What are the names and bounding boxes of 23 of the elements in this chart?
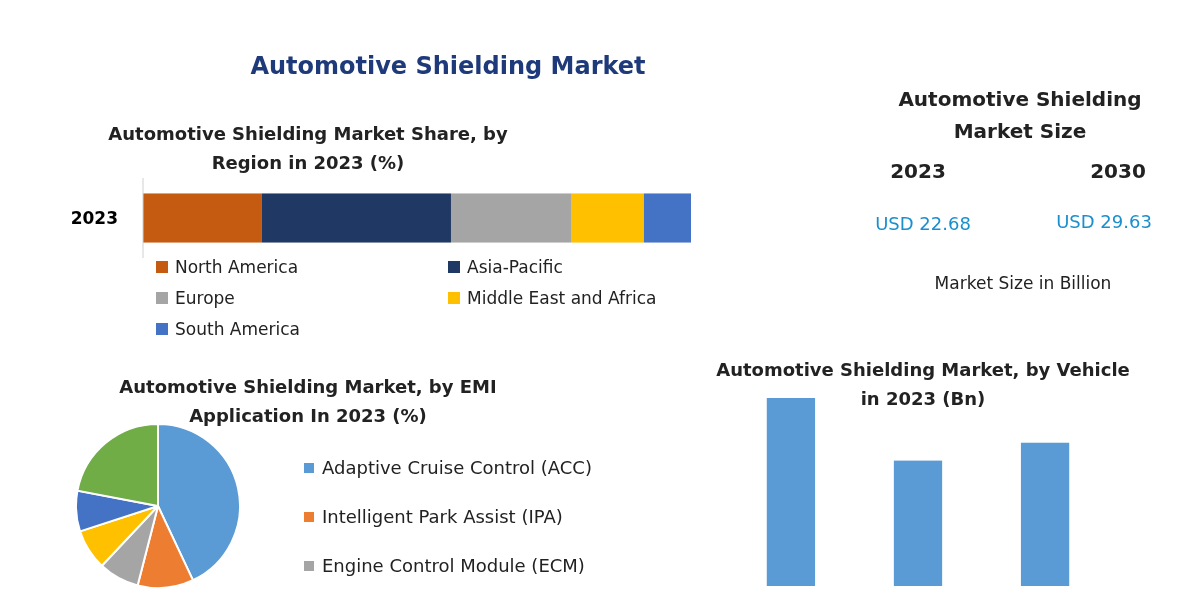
chart-title: Automotive Shielding Market Share, by Region in 2023 (%) (108, 123, 508, 173)
legend-label: Adaptive Cruise Control (ACC) (322, 457, 592, 478)
bar (643, 193, 691, 243)
chart-title: Automotive Shielding Market, by EMI Application In 2023 (%) (119, 376, 497, 426)
legend-label: Intelligent Park Assist (IPA) (322, 506, 563, 527)
legend-label: Europe (175, 288, 235, 308)
bar (450, 193, 571, 243)
chart-subtitle: Automotive Shielding Market (250, 52, 646, 80)
text: USD 29.63 (1056, 211, 1152, 232)
text: Market Size in Billion (934, 273, 1112, 293)
legend-label: South America (175, 319, 300, 339)
text: USD 22.68 (875, 213, 971, 234)
chart-title: Automotive Shielding Market, by Vehicle in 2023 (Bn) (716, 359, 1130, 409)
text: 2023 (890, 159, 946, 183)
text: Automotive Shielding Market Size (898, 87, 1142, 143)
bar (261, 193, 451, 243)
legend-label: Asia-Pacific (467, 257, 563, 277)
legend-label: North America (175, 257, 299, 277)
legend-label: Middle East and Africa (467, 288, 657, 308)
text: 2030 (1090, 159, 1146, 183)
legend-label: Engine Control Module (ECM) (322, 555, 585, 576)
bar (143, 193, 262, 243)
bar (570, 193, 644, 243)
